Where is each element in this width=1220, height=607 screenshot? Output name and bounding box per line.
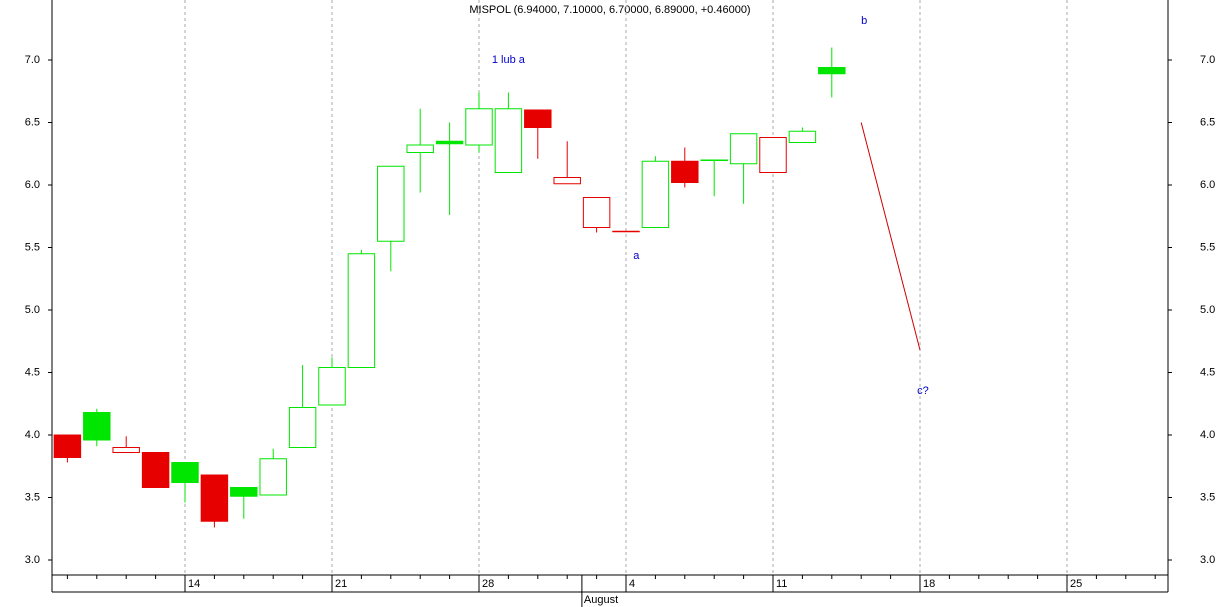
candle-body (318, 367, 346, 406)
annotation: c? (917, 385, 929, 397)
candle-body (112, 447, 140, 453)
candle-body (406, 144, 434, 153)
x-tick-label: 25 (1070, 578, 1082, 590)
candle-body (141, 452, 170, 488)
y-tick-label-right: 3.5 (1200, 491, 1215, 503)
candle-body (259, 458, 287, 496)
y-tick-label: 5.5 (25, 241, 40, 253)
x-tick-label: 4 (629, 578, 635, 590)
candle-body (200, 474, 229, 522)
annotation: a (633, 250, 640, 262)
y-tick-label: 6.0 (25, 179, 40, 191)
x-tick-label: 28 (482, 578, 494, 590)
y-tick-label-right: 6.5 (1200, 116, 1215, 128)
candle-body (788, 130, 817, 143)
candle-body (83, 412, 111, 441)
y-tick-label: 3.5 (25, 491, 40, 503)
chart-title: MISPOL (6.94000, 7.10000, 6.70000, 6.890… (469, 4, 750, 16)
candle-body (435, 140, 464, 145)
candle-body (759, 137, 787, 173)
candle-body (641, 160, 670, 228)
y-tick-label-right: 6.0 (1200, 179, 1215, 191)
trend-line (860, 122, 921, 351)
y-tick-label-right: 5.0 (1200, 304, 1215, 316)
month-label: August (584, 594, 618, 606)
candle-body (377, 165, 405, 242)
candle-body (524, 109, 552, 128)
y-tick-label: 6.5 (25, 116, 40, 128)
candle-body (612, 230, 640, 233)
x-tick-label: 18 (923, 578, 935, 590)
annotation: 1 lub a (492, 54, 526, 66)
y-tick-label: 3.0 (25, 554, 40, 566)
y-tick-label: 4.0 (25, 429, 40, 441)
y-tick-label: 5.0 (25, 304, 40, 316)
y-tick-label-right: 4.5 (1200, 366, 1215, 378)
x-tick-label: 14 (188, 578, 200, 590)
candle-body (347, 253, 376, 368)
candle-body (729, 133, 758, 165)
candle-body (553, 177, 581, 185)
y-tick-label: 4.5 (25, 366, 40, 378)
candle-body (671, 160, 699, 183)
y-tick-label-right: 3.0 (1200, 554, 1215, 566)
candle-body (494, 108, 523, 173)
candle-body (818, 67, 846, 75)
x-tick-label: 21 (335, 578, 347, 590)
candle-body (53, 434, 82, 458)
candle-body (700, 159, 728, 161)
candle-body (582, 197, 611, 228)
y-tick-label: 7.0 (25, 54, 40, 66)
candle-body (288, 407, 317, 448)
candle-body (171, 462, 199, 483)
candle-body (465, 108, 493, 146)
y-tick-label-right: 5.5 (1200, 241, 1215, 253)
x-tick-label: 11 (776, 578, 787, 590)
annotation: b (861, 15, 867, 27)
y-tick-label-right: 7.0 (1200, 54, 1215, 66)
candle-body (230, 487, 258, 497)
y-tick-label-right: 4.0 (1200, 429, 1215, 441)
